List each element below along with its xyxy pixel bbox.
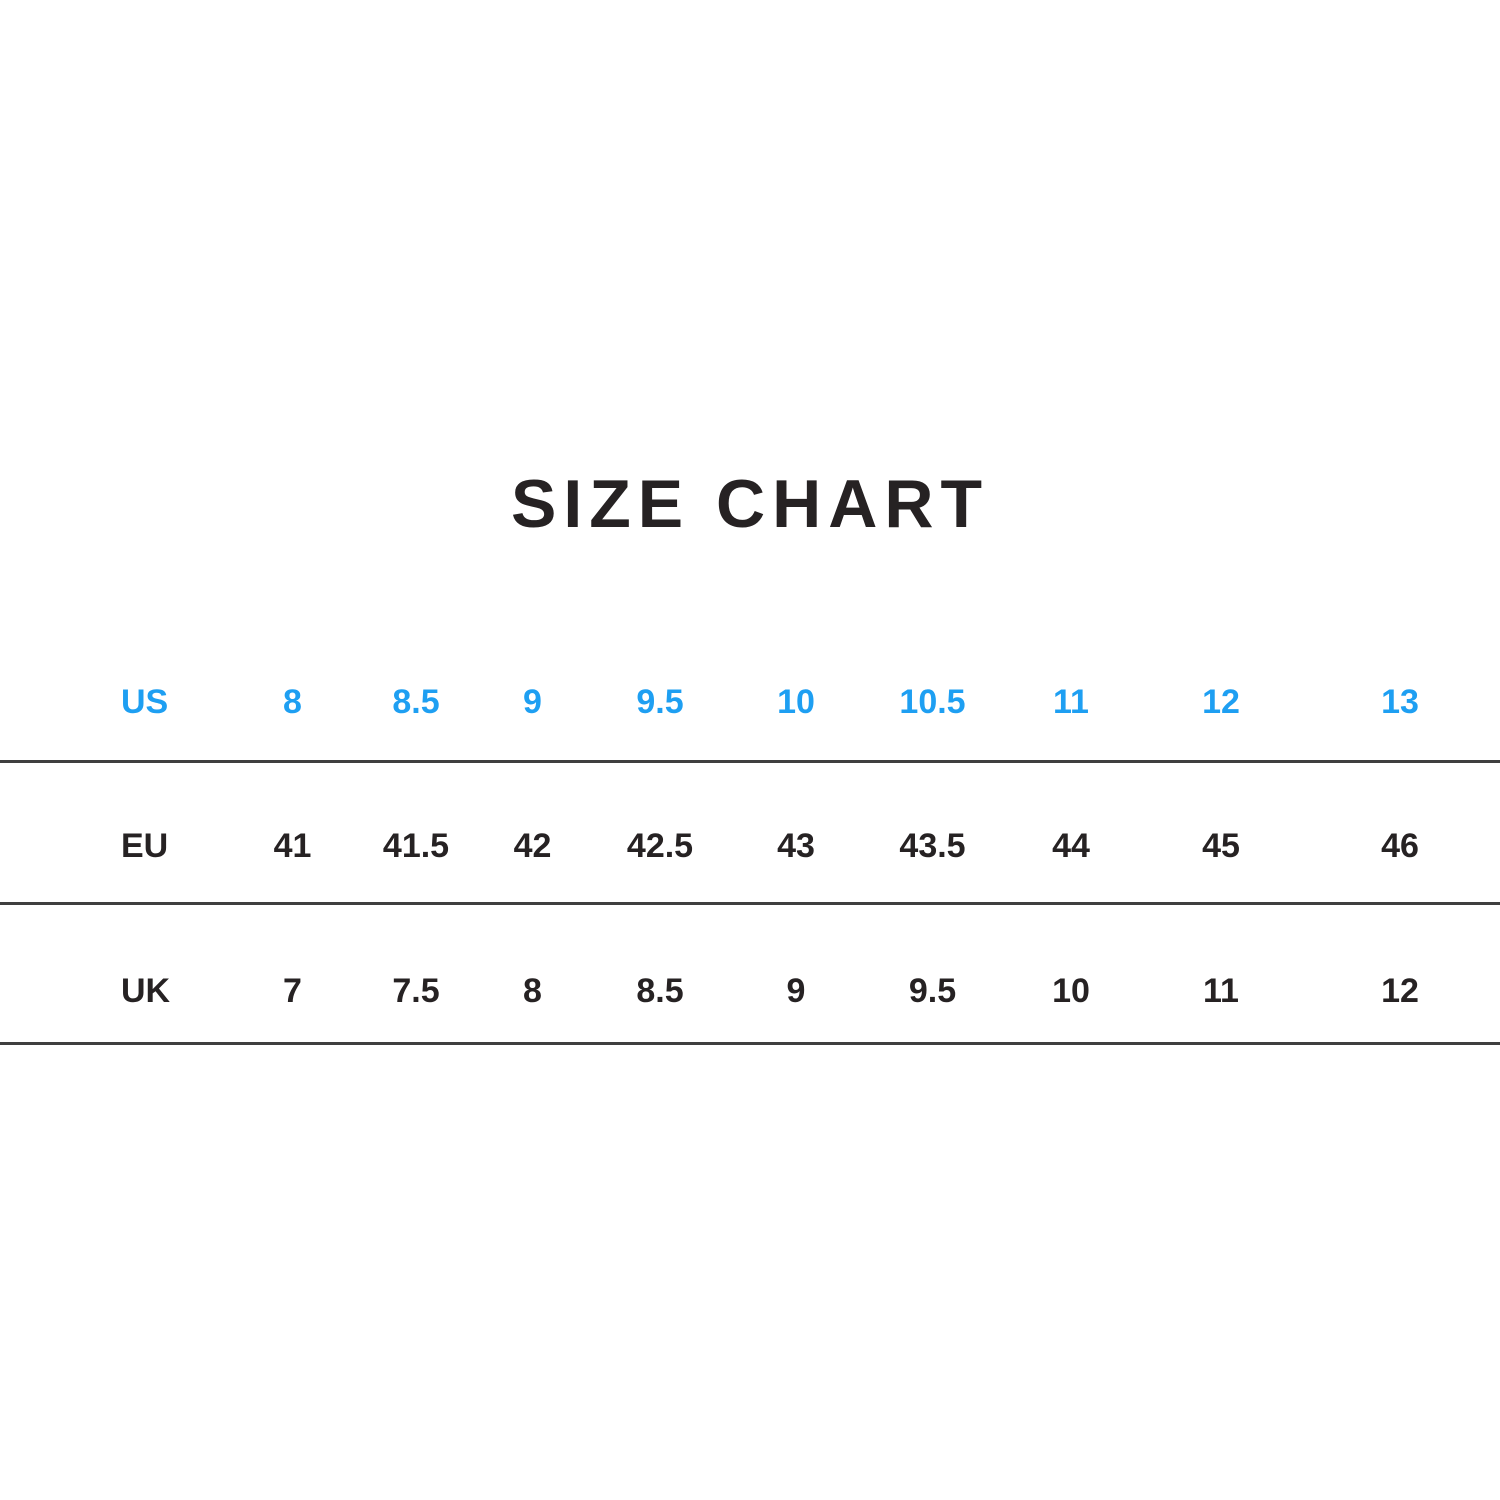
size-cell: 11 (1203, 972, 1239, 1010)
size-cell: 46 (1381, 827, 1419, 865)
size-cell: 7.5 (392, 972, 440, 1010)
size-cell: 9 (786, 972, 806, 1010)
size-row-us: US 8 8.5 9 9.5 10 10.5 11 12 13 (0, 640, 1500, 763)
row-label-uk: UK (121, 972, 171, 1010)
size-cell: 8.5 (636, 972, 684, 1010)
size-cell: 13 (1381, 682, 1419, 721)
size-cell: 11 (1053, 682, 1089, 721)
size-cell: 8 (523, 972, 542, 1010)
size-cell: 9.5 (908, 972, 957, 1010)
size-cell: 43.5 (899, 827, 966, 865)
size-cell: 43 (777, 827, 815, 865)
page-title: SIZE CHART (511, 466, 989, 542)
size-cell: 9.5 (636, 682, 684, 721)
size-cell: 41 (273, 827, 312, 865)
size-cell: 8 (283, 682, 302, 721)
size-cell: 44 (1052, 827, 1090, 865)
size-cell: 7 (283, 972, 302, 1010)
size-cell: 8.5 (392, 682, 440, 721)
size-cell: 9 (523, 682, 542, 721)
size-row-uk: UK 7 7.5 8 8.5 9 9.5 10 11 12 (0, 905, 1500, 1045)
size-row-eu: EU 41 41.5 42 42.5 43 43.5 44 45 46 (0, 763, 1500, 905)
size-cell: 10.5 (899, 682, 966, 721)
size-cell: 42.5 (626, 827, 694, 865)
size-cell: 10 (777, 682, 815, 721)
size-cell: 10 (1052, 972, 1090, 1010)
size-cell: 41.5 (382, 827, 450, 865)
row-label-eu: EU (121, 827, 169, 865)
row-label-us: US (121, 682, 169, 721)
size-conversion-table: US 8 8.5 9 9.5 10 10.5 11 12 13 EU 41 41… (0, 640, 1500, 1045)
size-cell: 42 (513, 827, 552, 865)
size-cell: 12 (1202, 682, 1240, 721)
size-cell: 12 (1381, 972, 1419, 1010)
size-cell: 45 (1202, 827, 1240, 865)
